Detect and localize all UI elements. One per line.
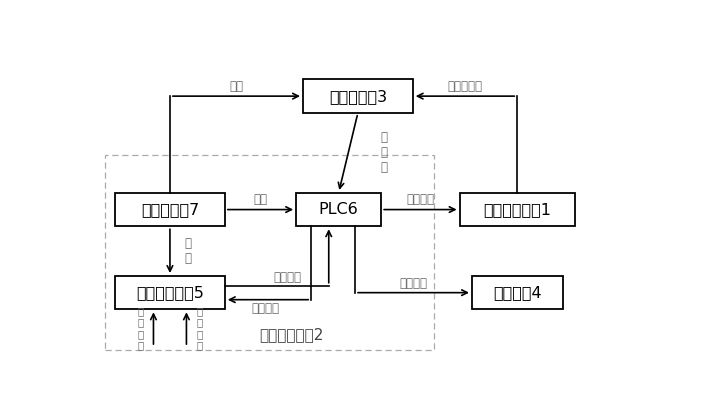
- Text: 水压、位置: 水压、位置: [447, 80, 483, 93]
- Bar: [115, 276, 225, 310]
- Text: 水压复合设备1: 水压复合设备1: [484, 202, 551, 217]
- Text: 参
数
设
定: 参 数 设 定: [196, 306, 203, 351]
- Text: 控制信号: 控制信号: [399, 276, 428, 290]
- Text: 报警装置4: 报警装置4: [493, 285, 542, 300]
- Bar: [459, 193, 575, 226]
- Text: 模
式
选
择: 模 式 选 择: [137, 306, 143, 351]
- Text: 供电子系统7: 供电子系统7: [141, 202, 199, 217]
- Text: 传感器模块3: 传感器模块3: [329, 89, 387, 104]
- Text: 供
电: 供 电: [184, 237, 191, 265]
- Text: 供电: 供电: [254, 193, 267, 207]
- Text: 控制信号: 控制信号: [406, 193, 435, 207]
- Bar: [296, 193, 381, 226]
- Text: 供电: 供电: [230, 80, 243, 93]
- Text: PLC6: PLC6: [319, 202, 359, 217]
- Text: 控制指令: 控制指令: [274, 271, 302, 283]
- Text: 电气控制系统2: 电气控制系统2: [259, 327, 324, 342]
- Text: 人机交互设备5: 人机交互设备5: [136, 285, 204, 300]
- Bar: [105, 155, 434, 350]
- Bar: [303, 79, 413, 113]
- Bar: [115, 193, 225, 226]
- Bar: [472, 276, 562, 310]
- Text: 数据输出: 数据输出: [251, 302, 279, 315]
- Text: 模
拟
量: 模 拟 量: [381, 132, 388, 174]
